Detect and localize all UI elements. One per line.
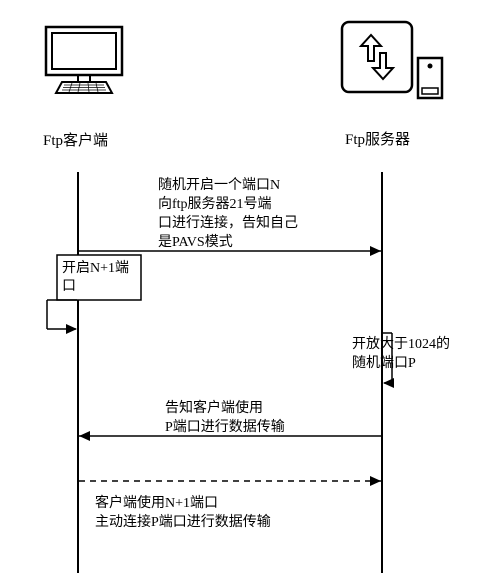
msg1-line4: 是PAVS模式	[158, 233, 298, 252]
msg1-line2: 向ftp服务器21号端	[158, 195, 298, 214]
server-note: 开放大于1024的 随机端口P	[352, 335, 450, 373]
server-note-line2: 随机端口P	[352, 354, 450, 373]
msg1-line3: 口进行连接，告知自己	[158, 214, 298, 233]
server-note-line1: 开放大于1024的	[352, 335, 450, 354]
msg2: 告知客户端使用 P端口进行数据传输	[165, 399, 285, 437]
msg3: 客户端使用N+1端口 主动连接P端口进行数据传输	[95, 494, 271, 532]
msg1-line1: 随机开启一个端口N	[158, 176, 298, 195]
msg3-line2: 主动连接P端口进行数据传输	[95, 513, 271, 532]
client-note: 开启N+1端 口	[62, 260, 129, 296]
client-note-line1: 开启N+1端	[62, 260, 129, 278]
client-note-line2: 口	[62, 278, 129, 296]
msg2-line1: 告知客户端使用	[165, 399, 285, 418]
msg2-line2: P端口进行数据传输	[165, 418, 285, 437]
msg3-line1: 客户端使用N+1端口	[95, 494, 271, 513]
msg1: 随机开启一个端口N 向ftp服务器21号端 口进行连接，告知自己 是PAVS模式	[158, 176, 298, 252]
